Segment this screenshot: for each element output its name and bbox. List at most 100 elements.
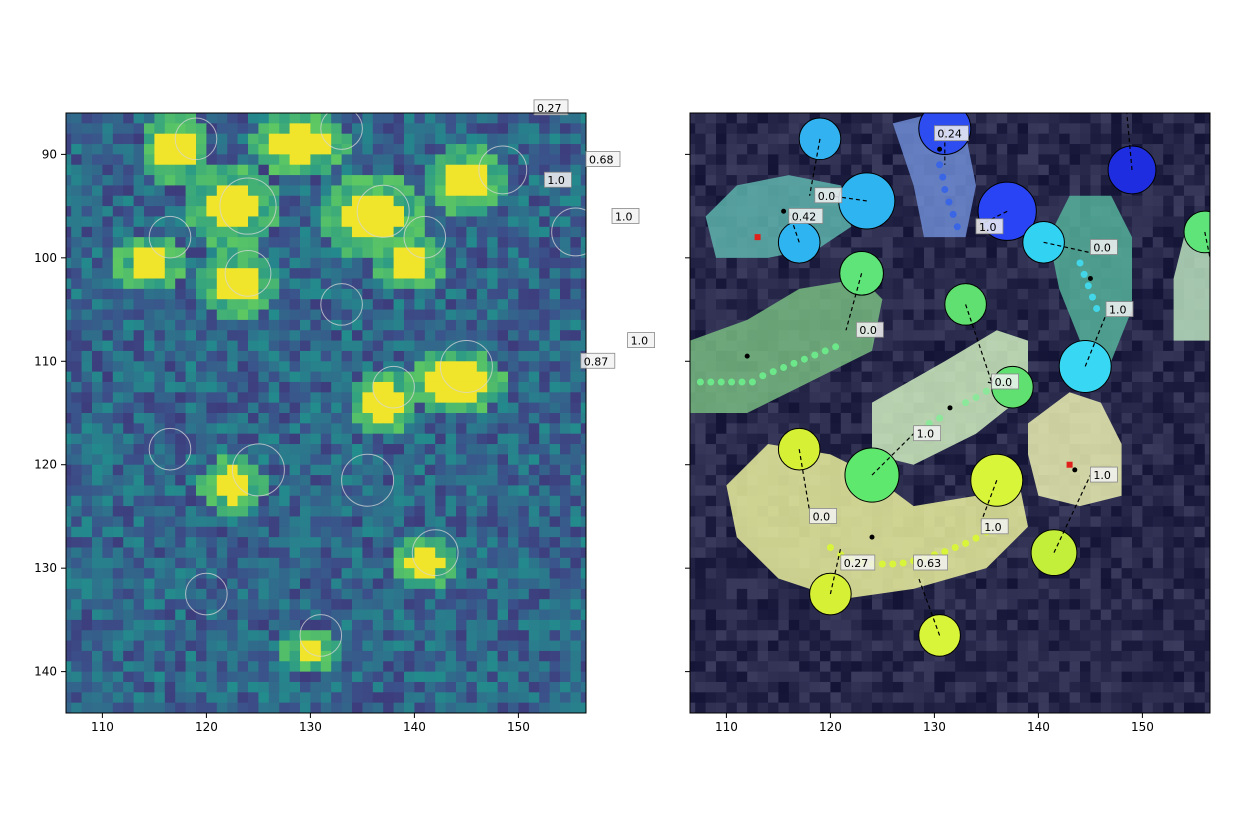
image-pixel	[955, 464, 967, 476]
image-pixel	[695, 185, 707, 197]
heatmap-cell	[102, 413, 114, 424]
image-pixel	[996, 247, 1008, 259]
heatmap-cell	[216, 454, 228, 466]
heatmap-cell	[144, 206, 155, 218]
heatmap-cell	[112, 237, 124, 249]
heatmap-cell	[227, 226, 239, 238]
image-pixel	[716, 144, 727, 155]
heatmap-cell	[560, 619, 571, 631]
heatmap-cell	[144, 164, 155, 176]
image-pixel	[892, 340, 904, 352]
heatmap-cell	[362, 661, 374, 673]
image-pixel	[861, 164, 873, 176]
heatmap-cell	[476, 433, 488, 445]
heatmap-cell	[466, 309, 478, 321]
heatmap-cell	[341, 557, 353, 569]
heatmap-cell	[456, 681, 467, 693]
heatmap-cell	[528, 257, 540, 269]
heatmap-cell	[466, 650, 478, 662]
image-pixel	[1132, 216, 1143, 228]
heatmap-cell	[424, 671, 436, 683]
image-pixel	[690, 309, 696, 321]
heatmap-cell	[456, 526, 467, 538]
heatmap-cell	[549, 557, 561, 569]
heatmap-cell	[216, 175, 228, 186]
heatmap-cell	[580, 454, 586, 466]
heatmap-cell	[66, 464, 72, 476]
heatmap-cell	[466, 475, 478, 486]
image-pixel	[1059, 133, 1071, 145]
image-pixel	[861, 423, 873, 435]
image-pixel	[830, 175, 842, 186]
heatmap-cell	[154, 154, 166, 166]
image-pixel	[1142, 506, 1154, 518]
heatmap-cell	[528, 402, 540, 414]
heatmap-cell	[268, 268, 280, 280]
heatmap-cell	[164, 413, 176, 424]
image-pixel	[695, 237, 707, 249]
heatmap-cell	[66, 568, 72, 580]
heatmap-cell	[435, 485, 447, 497]
image-pixel	[986, 247, 998, 259]
heatmap-cell	[206, 309, 218, 321]
image-pixel	[695, 195, 707, 207]
image-pixel	[892, 154, 904, 166]
heatmap-cell	[71, 671, 83, 683]
heatmap-cell	[320, 578, 332, 590]
heatmap-cell	[92, 309, 103, 321]
heatmap-cell	[393, 681, 405, 693]
heatmap-cell	[216, 640, 228, 652]
image-pixel	[778, 164, 790, 176]
heatmap-cell	[352, 537, 363, 549]
heatmap-cell	[424, 257, 436, 269]
heatmap-cell	[154, 361, 166, 373]
heatmap-cell	[341, 526, 353, 538]
image-pixel	[976, 247, 987, 259]
heatmap-cell	[175, 537, 187, 549]
heatmap-cell	[112, 113, 124, 124]
heatmap-cell	[258, 402, 270, 414]
heatmap-cell	[352, 485, 363, 497]
image-pixel	[1163, 237, 1175, 249]
heatmap-cell	[424, 485, 436, 497]
image-pixel	[892, 361, 904, 373]
image-pixel	[903, 299, 915, 311]
image-pixel	[1142, 268, 1154, 280]
image-pixel	[934, 257, 946, 269]
heatmap-cell	[445, 319, 457, 331]
image-pixel	[882, 330, 894, 342]
heatmap-cell	[289, 568, 301, 580]
image-pixel	[1038, 154, 1050, 166]
heatmap-cell	[362, 475, 374, 486]
heatmap-cell	[466, 413, 478, 424]
heatmap-cell	[92, 185, 103, 197]
heatmap-cell	[560, 537, 571, 549]
heatmap-cell	[175, 133, 187, 145]
heatmap-cell	[248, 164, 259, 176]
image-pixel	[1007, 444, 1019, 455]
heatmap-cell	[372, 319, 384, 331]
heatmap-cell	[508, 392, 519, 404]
heatmap-cell	[549, 144, 561, 155]
heatmap-cell	[310, 206, 322, 218]
heatmap-cell	[352, 113, 363, 124]
heatmap-cell	[279, 485, 291, 497]
image-pixel	[1152, 133, 1164, 145]
image-pixel	[830, 113, 842, 124]
image-pixel	[996, 113, 1008, 124]
image-pixel	[716, 175, 727, 186]
image-pixel	[1059, 164, 1071, 176]
heatmap-cell	[164, 340, 176, 352]
heatmap-cell	[164, 381, 176, 393]
heatmap-cell	[383, 113, 395, 124]
heatmap-cell	[289, 547, 301, 559]
heatmap-cell	[528, 454, 540, 466]
heatmap-cell	[310, 381, 322, 393]
image-pixel	[1163, 257, 1175, 269]
image-pixel	[747, 144, 759, 155]
heatmap-cell	[497, 568, 509, 580]
image-pixel	[1059, 113, 1071, 124]
image-pixel	[1111, 392, 1123, 404]
image-pixel	[1142, 247, 1154, 259]
heatmap-cell	[237, 330, 249, 342]
